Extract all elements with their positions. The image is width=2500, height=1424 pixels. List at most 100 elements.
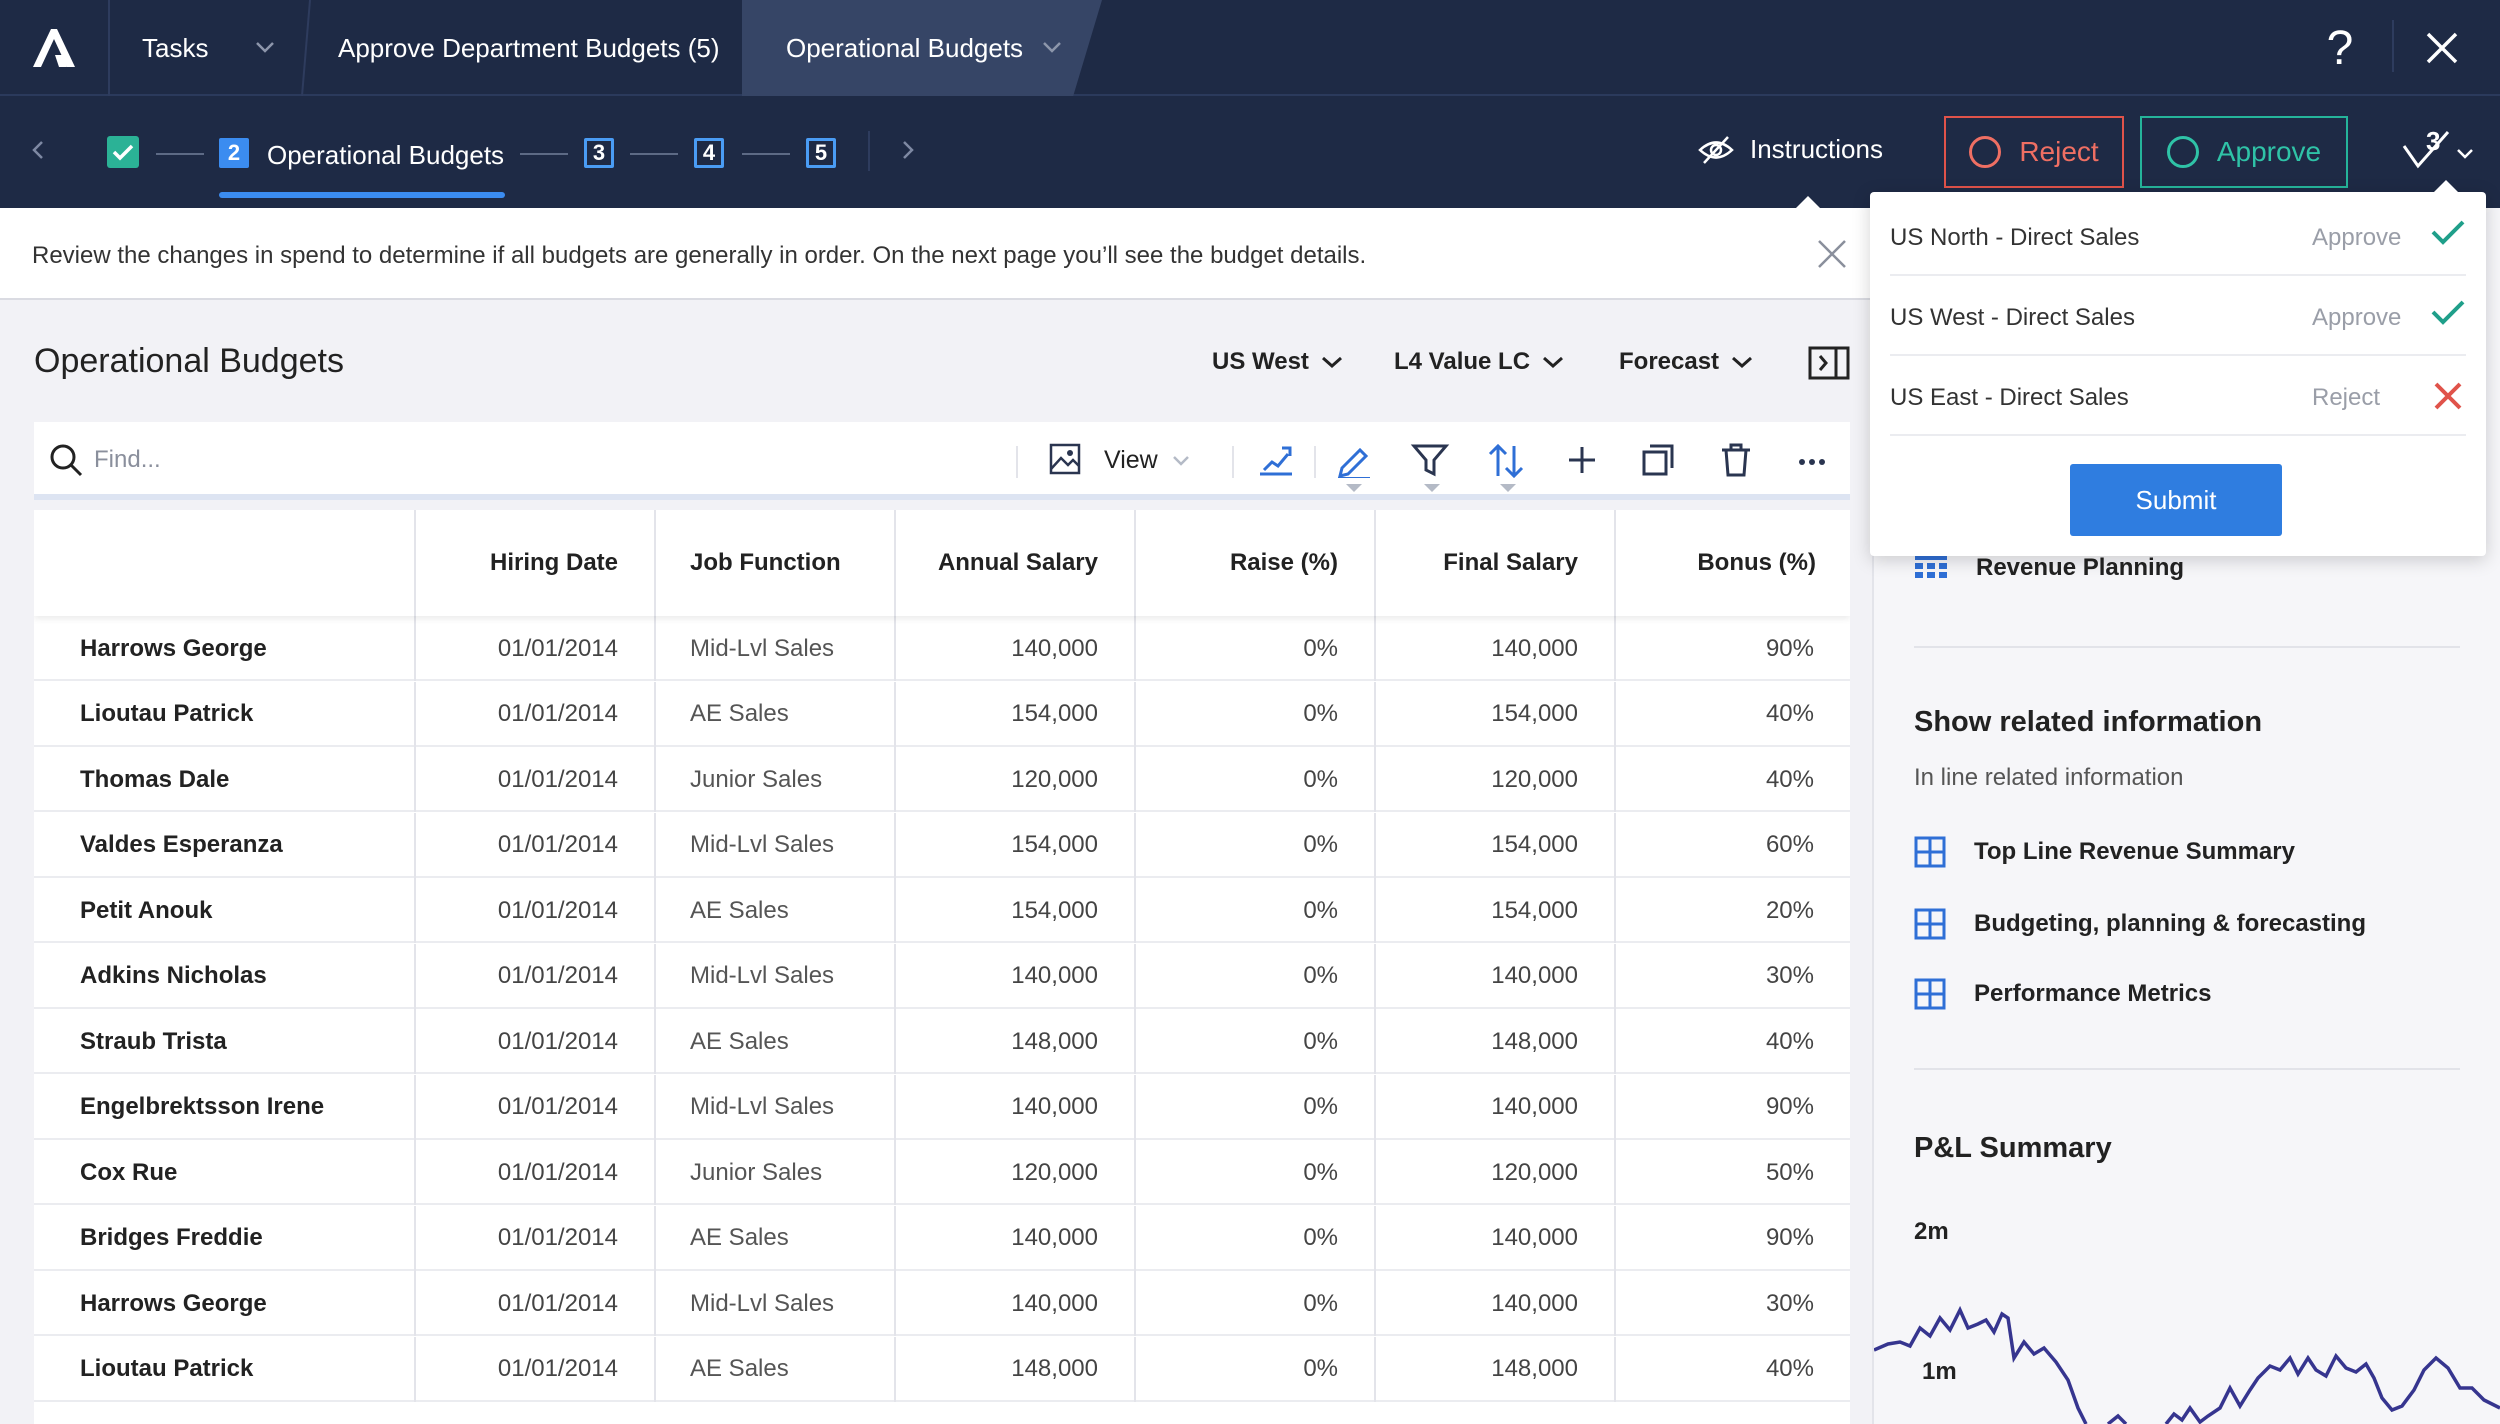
cell-raise[interactable]: 0% <box>1136 1009 1376 1074</box>
revenue-planning-link[interactable]: Revenue Planning <box>1914 552 2184 584</box>
cell-name[interactable]: Lioutau Patrick <box>34 1336 416 1402</box>
breadcrumb-parent[interactable]: Approve Department Budgets (5) <box>300 0 720 96</box>
more-options-icon[interactable] <box>1794 442 1830 478</box>
cell-bonus[interactable]: 30% <box>1765 962 1814 989</box>
cell-hiring-date[interactable]: 01/01/2014 <box>416 747 656 812</box>
cell-job-function[interactable]: Mid-Lvl Sales <box>656 1074 896 1140</box>
cell-raise[interactable]: 0% <box>1136 1074 1376 1140</box>
add-icon[interactable] <box>1564 442 1600 478</box>
table-row[interactable]: Valdes Esperanza 01/01/2014 Mid-Lvl Sales 1… <box>34 812 1850 878</box>
step-3[interactable]: 3 <box>584 138 614 168</box>
cell-annual-salary[interactable]: 154,000 <box>896 812 1136 878</box>
cell-name[interactable]: Engelbrektsson Irene <box>34 1074 416 1140</box>
cell-final-salary[interactable]: 120,000 <box>1376 1140 1616 1205</box>
cell-name[interactable]: Harrows George <box>34 616 416 681</box>
value-filter[interactable]: L4 Value LC <box>1394 348 1564 376</box>
column-header-raise[interactable]: Raise (%) <box>1136 510 1376 616</box>
column-header-bonus[interactable]: Bonus (%) <box>1697 549 1816 576</box>
cell-hiring-date[interactable]: 01/01/2014 <box>416 681 656 747</box>
search-input[interactable] <box>94 438 994 482</box>
cell-final-salary[interactable]: 140,000 <box>1376 943 1616 1009</box>
cell-raise[interactable]: 0% <box>1136 1140 1376 1205</box>
cell-bonus[interactable]: 40% <box>1765 765 1814 793</box>
step-2-label[interactable]: Operational Budgets <box>267 140 505 170</box>
table-row[interactable]: Cox Rue 01/01/2014 Junior Sales 120,000 0% 12… <box>34 1140 1850 1205</box>
cell-annual-salary[interactable]: 120,000 <box>896 747 1136 812</box>
table-row[interactable]: Harrows George 01/01/2014 Mid-Lvl Sales 140… <box>34 616 1850 681</box>
cell-hiring-date[interactable]: 01/01/2014 <box>416 1336 656 1402</box>
column-header-annual-salary[interactable]: Annual Salary <box>896 510 1136 616</box>
column-header-hiring-date[interactable]: Hiring Date <box>416 510 656 616</box>
cell-raise[interactable]: 0% <box>1136 1336 1376 1402</box>
cell-job-function[interactable]: Mid-Lvl Sales <box>656 943 896 1009</box>
cell-hiring-date[interactable]: 01/01/2014 <box>416 943 656 1009</box>
column-header-name[interactable] <box>34 510 416 616</box>
related-link-performance-metrics[interactable]: Performance Metrics <box>1914 978 2211 1010</box>
cell-raise[interactable]: 0% <box>1136 616 1376 681</box>
cell-bonus[interactable]: 30% <box>1765 1289 1814 1317</box>
cell-hiring-date[interactable]: 01/01/2014 <box>416 878 656 943</box>
cell-job-function[interactable]: AE Sales <box>656 1009 896 1074</box>
cell-raise[interactable]: 0% <box>1136 812 1376 878</box>
cell-final-salary[interactable]: 140,000 <box>1376 1271 1616 1336</box>
cell-annual-salary[interactable]: 148,000 <box>896 1009 1136 1074</box>
table-row[interactable]: Petit Anouk 01/01/2014 AE Sales 154,000 0% 15… <box>34 878 1850 943</box>
cell-annual-salary[interactable]: 140,000 <box>896 1074 1136 1140</box>
region-filter[interactable]: US West <box>1212 348 1343 376</box>
step-4[interactable]: 4 <box>694 138 724 168</box>
submit-button[interactable]: Submit <box>2070 464 2282 536</box>
cell-annual-salary[interactable]: 140,000 <box>896 1205 1136 1271</box>
tasks-menu[interactable]: Tasks <box>110 0 300 96</box>
cell-name[interactable]: Harrows George <box>34 1271 416 1336</box>
cell-final-salary[interactable]: 154,000 <box>1376 681 1616 747</box>
decision-row-us-west[interactable]: US West - Direct Sales Approve <box>1890 276 2466 356</box>
cell-hiring-date[interactable]: 01/01/2014 <box>416 1205 656 1271</box>
cell-name[interactable]: Lioutau Patrick <box>34 681 416 747</box>
cell-final-salary[interactable]: 140,000 <box>1376 1205 1616 1271</box>
cell-name[interactable]: Thomas Dale <box>34 747 416 812</box>
cell-hiring-date[interactable]: 01/01/2014 <box>416 1140 656 1205</box>
trash-icon[interactable] <box>1718 442 1754 478</box>
cell-final-salary[interactable]: 154,000 <box>1376 878 1616 943</box>
cell-raise[interactable]: 0% <box>1136 1271 1376 1336</box>
decisions-counter-button[interactable]: 3 <box>2400 126 2478 172</box>
filter-icon[interactable] <box>1410 442 1450 478</box>
table-row[interactable]: Lioutau Patrick 01/01/2014 AE Sales 154,000… <box>34 681 1850 747</box>
cell-final-salary[interactable]: 148,000 <box>1376 1009 1616 1074</box>
related-link-budgeting[interactable]: Budgeting, planning & forecasting <box>1914 908 2366 940</box>
image-icon[interactable] <box>1048 442 1082 476</box>
cell-job-function[interactable]: Mid-Lvl Sales <box>656 1271 896 1336</box>
cell-hiring-date[interactable]: 01/01/2014 <box>416 1271 656 1336</box>
cell-raise[interactable]: 0% <box>1136 943 1376 1009</box>
cell-bonus[interactable]: 20% <box>1765 896 1814 924</box>
cell-name[interactable]: Cox Rue <box>34 1140 416 1205</box>
cell-bonus[interactable]: 60% <box>1765 831 1814 858</box>
step-1-complete[interactable] <box>107 136 139 168</box>
cell-job-function[interactable]: Mid-Lvl Sales <box>656 616 896 681</box>
cell-final-salary[interactable]: 140,000 <box>1376 1074 1616 1140</box>
chart-edit-icon[interactable] <box>1256 442 1296 478</box>
reject-button[interactable]: Reject <box>1944 116 2124 188</box>
pencil-icon[interactable] <box>1334 442 1374 478</box>
cell-annual-salary[interactable]: 154,000 <box>896 681 1136 747</box>
cell-bonus[interactable]: 90% <box>1765 1093 1814 1120</box>
cell-job-function[interactable]: AE Sales <box>656 1205 896 1271</box>
cell-bonus[interactable]: 50% <box>1765 1158 1814 1186</box>
cell-bonus[interactable]: 40% <box>1765 1027 1814 1055</box>
cell-bonus[interactable]: 40% <box>1765 700 1814 727</box>
cell-final-salary[interactable]: 154,000 <box>1376 812 1616 878</box>
cell-job-function[interactable]: Mid-Lvl Sales <box>656 812 896 878</box>
decision-row-us-north[interactable]: US North - Direct Sales Approve <box>1890 196 2466 276</box>
copy-icon[interactable] <box>1640 442 1676 478</box>
previous-step-icon[interactable] <box>28 132 48 168</box>
column-header-job-function[interactable]: Job Function <box>656 510 896 616</box>
close-icon[interactable] <box>1816 238 1848 270</box>
cell-hiring-date[interactable]: 01/01/2014 <box>416 616 656 681</box>
cell-annual-salary[interactable]: 140,000 <box>896 1271 1136 1336</box>
column-header-final-salary[interactable]: Final Salary <box>1376 510 1616 616</box>
cell-name[interactable]: Straub Trista <box>34 1009 416 1074</box>
view-menu[interactable]: View <box>1104 446 1190 475</box>
cell-annual-salary[interactable]: 148,000 <box>896 1336 1136 1402</box>
approve-button[interactable]: Approve <box>2140 116 2348 188</box>
table-row[interactable]: Straub Trista 01/01/2014 AE Sales 148,000 0%… <box>34 1009 1850 1074</box>
